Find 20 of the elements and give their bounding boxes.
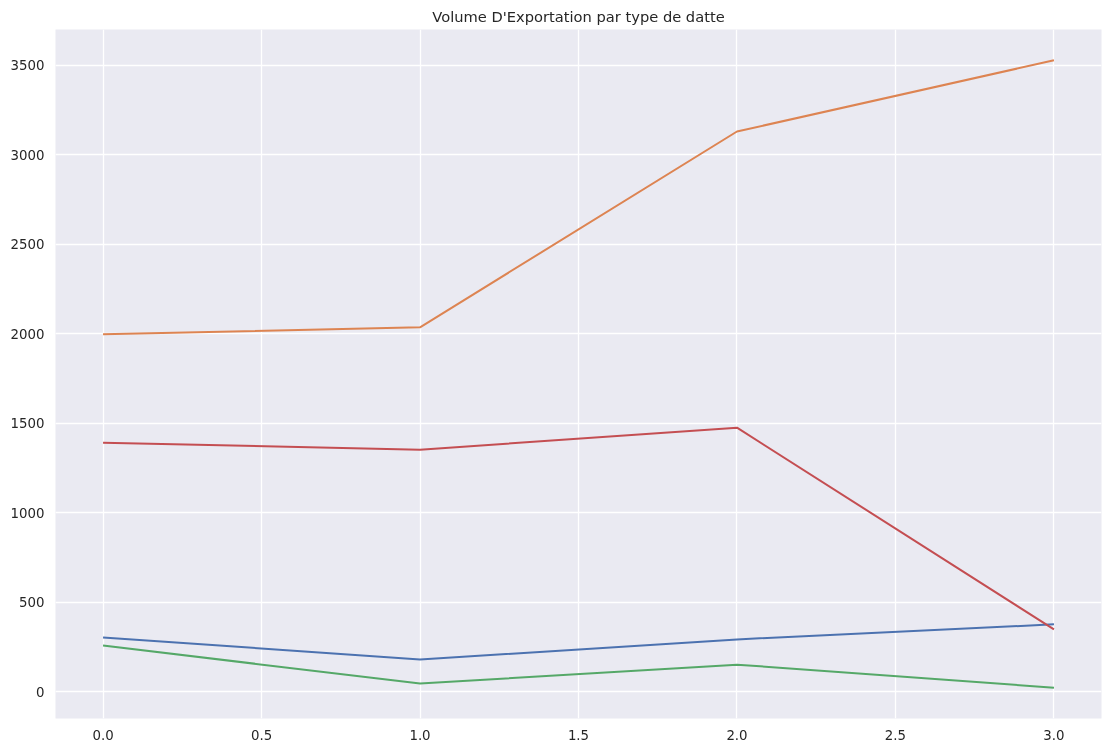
y-tick-label: 0 xyxy=(36,684,45,700)
x-tick-label: 0.0 xyxy=(92,727,114,742)
x-tick-label: 1.0 xyxy=(409,727,431,742)
x-tick-label: 2.0 xyxy=(726,727,748,742)
y-tick-label: 1500 xyxy=(10,416,45,432)
x-tick-label: 0.5 xyxy=(250,727,273,742)
y-tick-label: 2500 xyxy=(10,237,45,253)
y-tick-label: 3000 xyxy=(10,147,45,163)
line-series xyxy=(102,644,1055,689)
chart-title: Volume D'Exportation par type de datte xyxy=(432,7,725,25)
y-tick-label: 2000 xyxy=(10,326,45,342)
x-tick-label: 2.5 xyxy=(884,727,907,742)
y-tick-label: 3500 xyxy=(10,58,45,74)
y-tick-label: 500 xyxy=(19,595,45,611)
line-series xyxy=(102,426,1055,631)
x-tick-label: 3.0 xyxy=(1043,727,1065,742)
line-series xyxy=(102,59,1055,336)
line-series xyxy=(102,623,1055,661)
x-tick-label: 1.5 xyxy=(567,727,590,742)
y-tick-label: 1000 xyxy=(10,505,45,521)
